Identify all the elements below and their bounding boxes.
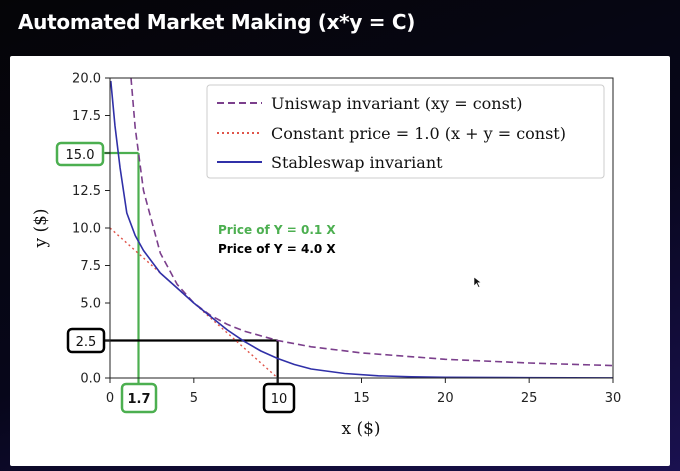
y-tick-label: 17.5: [72, 109, 101, 124]
x-tick-label: 5: [190, 391, 198, 406]
highlight-y-2-5: 2.5: [66, 327, 106, 354]
y-axis-label: y ($): [31, 208, 51, 248]
slide-title: Automated Market Making (x*y = C): [18, 10, 416, 34]
x-tick-label: 0: [106, 391, 114, 406]
chart-marks: [103, 78, 613, 384]
legend: Uniswap invariant (xy = const) Constant …: [206, 84, 605, 179]
axis-ticks: 0510152025300.02.55.07.510.012.515.017.5…: [72, 72, 621, 407]
series-line-0: [130, 78, 613, 367]
y-tick-label: 12.5: [72, 184, 101, 199]
x-tick-label: 30: [605, 391, 622, 406]
y-tick-label: 20.0: [72, 72, 101, 87]
annotation-price-black: Price of Y = 4.0 X: [218, 242, 336, 256]
y-tick-label: 7.5: [80, 259, 101, 274]
x-axis-label: x ($): [341, 419, 380, 439]
legend-label-stableswap: Stableswap invariant: [271, 153, 443, 172]
svg-text:10: 10: [271, 392, 288, 407]
svg-text:1.7: 1.7: [127, 392, 150, 407]
x-tick-label: 20: [437, 391, 454, 406]
highlight-x-10: 10: [262, 382, 296, 414]
x-tick-label: 25: [521, 391, 538, 406]
annotation-price-green: Price of Y = 0.1 X: [218, 223, 336, 237]
y-tick-label: 0.0: [80, 372, 101, 387]
y-tick-label: 5.0: [80, 297, 101, 312]
legend-box: [206, 84, 605, 179]
svg-text:2.5: 2.5: [76, 335, 97, 350]
legend-label-constant: Constant price = 1.0 (x + y = const): [271, 124, 566, 143]
series-line-2: [110, 80, 613, 378]
highlight-x-1-7: 1.7: [120, 382, 158, 414]
legend-label-uniswap: Uniswap invariant (xy = const): [271, 94, 522, 113]
svg-text:15.0: 15.0: [66, 148, 95, 163]
y-tick-label: 10.0: [72, 222, 101, 237]
x-tick-label: 15: [353, 391, 370, 406]
mouse-cursor-icon: [473, 276, 482, 288]
highlight-y-15: 15.0: [55, 141, 105, 167]
